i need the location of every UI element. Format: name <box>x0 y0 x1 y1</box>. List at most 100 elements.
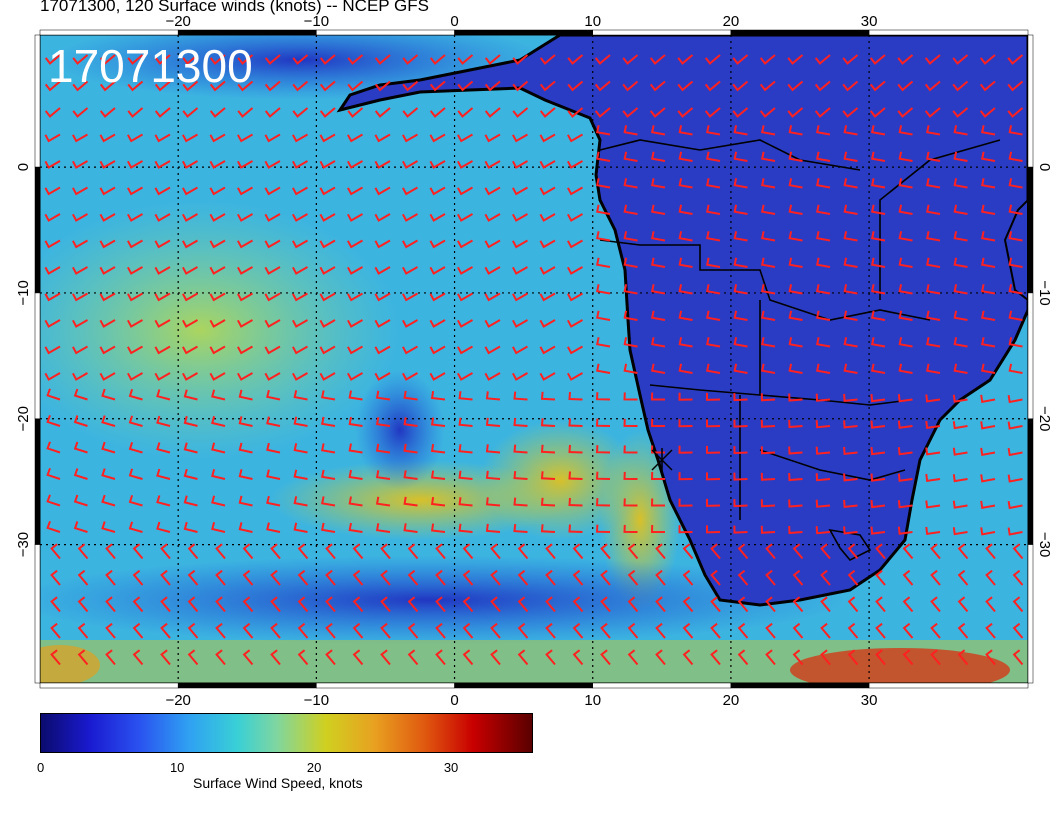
wind-barb <box>99 372 116 381</box>
wind-barb <box>50 649 61 666</box>
wind-barb <box>297 543 309 560</box>
wind-barb <box>952 80 969 92</box>
wind-barb <box>760 525 776 534</box>
frame-bar-left <box>34 34 41 168</box>
wind-barb <box>649 80 666 92</box>
wind-barb <box>704 107 721 118</box>
wind-barb <box>1007 107 1024 118</box>
wind-barb <box>512 160 528 169</box>
wind-barb <box>209 292 226 302</box>
wind-barb <box>513 418 528 427</box>
wind-barb <box>292 160 308 169</box>
wind-barb <box>127 107 144 118</box>
wind-barb <box>154 133 171 143</box>
wind-barb <box>182 239 198 249</box>
frame-bar-bottom <box>177 682 317 689</box>
wind-barb <box>870 526 886 535</box>
wind-barb <box>765 569 776 586</box>
wind-barb <box>979 80 996 92</box>
wind-barb <box>99 107 116 118</box>
wind-barb <box>980 474 996 483</box>
wind-barb <box>321 443 336 454</box>
wind-barb <box>429 266 446 275</box>
wind-barb <box>266 469 281 480</box>
wind-barb <box>154 372 171 381</box>
graticule <box>40 35 1028 683</box>
wind-barb <box>429 54 446 65</box>
wind-barb <box>596 310 611 321</box>
wind-barb <box>237 345 253 355</box>
wind-barb <box>44 319 61 328</box>
wind-barb <box>678 337 693 348</box>
wind-barb <box>792 622 804 639</box>
wind-barb <box>871 363 886 374</box>
wind-barb <box>627 569 639 586</box>
wind-barb <box>128 468 143 480</box>
wind-barb <box>209 372 226 381</box>
wind-barb <box>215 596 226 613</box>
wind-barb <box>733 472 748 481</box>
wind-barb <box>567 345 583 355</box>
wind-barb <box>99 160 116 169</box>
wind-barb <box>651 231 666 242</box>
wind-barb <box>545 543 556 560</box>
wind-barb <box>347 372 363 381</box>
wind-barb <box>430 496 446 507</box>
wind-barb <box>650 418 665 427</box>
wind-barb <box>154 319 171 328</box>
wind-barb <box>623 471 638 480</box>
wind-barb <box>820 649 831 666</box>
wind-barb <box>490 543 501 560</box>
wind-barb <box>238 416 253 427</box>
wind-barb <box>154 107 171 118</box>
wind-barb <box>567 239 583 249</box>
wind-barb <box>160 649 171 666</box>
wind-barb <box>374 107 391 118</box>
wind-barb <box>788 310 803 321</box>
wind-barb <box>704 54 721 65</box>
wind-barb <box>430 523 446 533</box>
wind-barb <box>211 415 226 427</box>
wind-barb <box>926 363 941 374</box>
wind-barb <box>678 525 693 534</box>
wind-barb <box>816 231 831 242</box>
wind-barb <box>568 391 583 401</box>
wind-barb <box>815 499 831 508</box>
wind-barb <box>374 266 391 275</box>
wind-barb <box>99 133 116 143</box>
wind-barb <box>348 496 363 507</box>
wind-barb <box>484 54 501 65</box>
wind-barb <box>706 337 721 348</box>
wind-barb <box>319 239 336 249</box>
wind-barb <box>600 649 611 666</box>
wind-barb <box>898 257 913 268</box>
lon-tick-label: 0 <box>450 13 458 30</box>
wind-barb <box>101 388 116 401</box>
wind-barb <box>297 596 309 613</box>
wind-barb <box>843 178 858 189</box>
lat-tick-label: −10 <box>15 280 32 305</box>
wind-barb <box>788 178 803 189</box>
wind-barb <box>733 284 748 295</box>
wind-barb <box>539 345 556 355</box>
wind-barb <box>407 596 419 613</box>
wind-barb <box>568 418 583 427</box>
wind-barb <box>264 239 281 249</box>
wind-barb <box>540 497 556 507</box>
wind-barb <box>815 446 831 455</box>
wind-barb <box>1007 54 1024 65</box>
wind-barb <box>924 80 941 92</box>
wind-barb <box>1007 421 1023 430</box>
lat-tick-label: −30 <box>1036 532 1053 557</box>
wind-barb <box>1008 337 1023 348</box>
wind-barb <box>127 292 143 302</box>
frame-bar-right <box>1027 292 1034 420</box>
axis-frame-bars <box>34 29 1034 689</box>
wind-barb <box>429 107 446 118</box>
wind-barb <box>429 239 446 249</box>
wind-barb <box>128 521 143 533</box>
wind-barb <box>484 107 501 118</box>
wind-barb <box>77 622 89 639</box>
wind-barb <box>897 107 914 118</box>
wind-barb <box>209 266 226 275</box>
